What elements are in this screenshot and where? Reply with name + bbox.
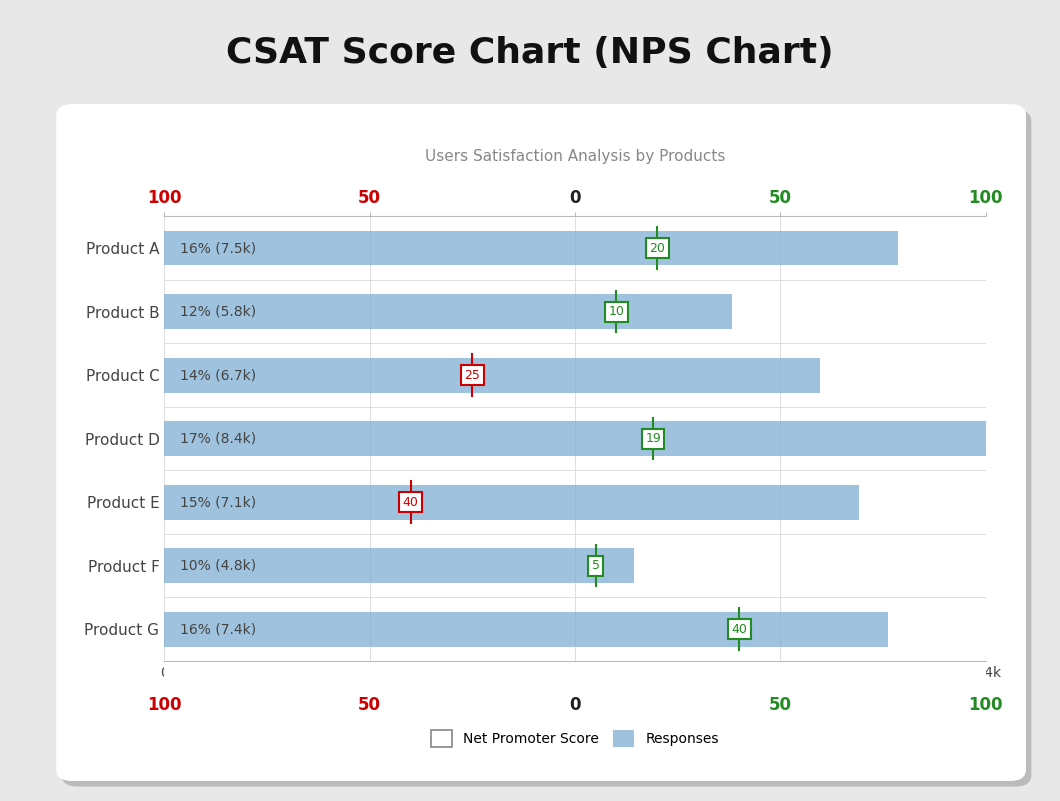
Text: 40: 40 [403,496,419,509]
Text: 16% (7.5k): 16% (7.5k) [180,241,257,255]
Text: 25: 25 [464,368,480,381]
Title: Users Satisfaction Analysis by Products: Users Satisfaction Analysis by Products [425,150,725,164]
Legend: Net Promoter Score, Responses: Net Promoter Score, Responses [424,723,726,754]
Text: 19: 19 [646,432,661,445]
Bar [164,612,888,646]
Bar [164,357,819,392]
Text: 12% (5.8k): 12% (5.8k) [180,304,257,319]
Text: 10% (4.8k): 10% (4.8k) [180,558,257,573]
Text: 20: 20 [650,242,665,255]
Text: 40: 40 [731,622,747,635]
Text: 14% (6.7k): 14% (6.7k) [180,368,257,382]
Text: 10: 10 [608,305,624,318]
Text: 16% (7.4k): 16% (7.4k) [180,622,257,636]
Bar [164,485,859,520]
Bar [164,548,634,583]
Bar [164,421,986,456]
Text: CSAT Score Chart (NPS Chart): CSAT Score Chart (NPS Chart) [226,36,834,70]
Text: 17% (8.4k): 17% (8.4k) [180,432,257,445]
Bar [164,231,898,265]
Text: 5: 5 [591,559,600,572]
Text: 15% (7.1k): 15% (7.1k) [180,495,257,509]
Bar [164,294,731,329]
